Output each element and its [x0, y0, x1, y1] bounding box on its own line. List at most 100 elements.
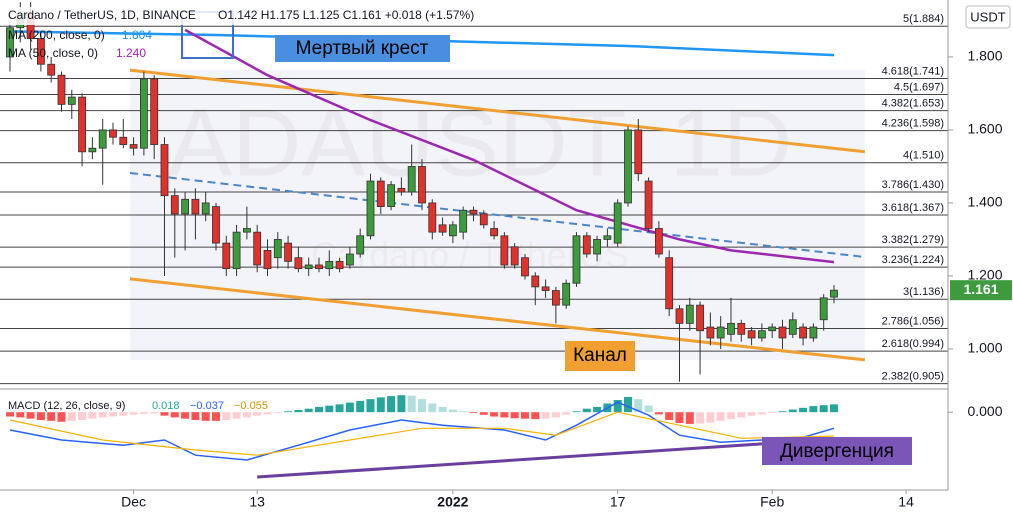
candle-body — [521, 257, 529, 277]
candle-body — [263, 249, 272, 270]
macd-bar — [747, 412, 756, 416]
currency-box[interactable] — [965, 5, 1011, 29]
fib-label: 2.382(0.905) — [882, 371, 944, 383]
ma-legend: MA (200, close, 0) — [8, 28, 105, 42]
annotation: Дивергенция — [780, 441, 894, 462]
macd-bar — [665, 412, 674, 420]
macd-bar — [201, 412, 210, 421]
candle-body — [448, 224, 457, 237]
candle-body — [78, 96, 86, 153]
macd-bar — [47, 412, 56, 421]
macd-bar — [716, 412, 725, 421]
fib-label: 2.786(1.056) — [882, 315, 944, 327]
candle-body — [366, 180, 375, 237]
macd-title: MACD (12, 26, close, 9) — [8, 400, 125, 412]
candle-body — [757, 330, 766, 339]
macd-bar — [685, 412, 694, 424]
macd-bar — [88, 412, 97, 419]
watermark: ADAUSDT, 1D — [168, 89, 792, 196]
candle-body — [809, 326, 818, 339]
macd-bar — [541, 412, 550, 419]
candle-body — [191, 198, 200, 215]
macd-bar — [284, 411, 293, 413]
macd-value: −0.055 — [234, 400, 268, 412]
macd-bar — [294, 410, 303, 413]
header-ohlc: O1.142 H1.175 L1.125 C1.161 +0.018 (+1.5… — [218, 8, 474, 22]
plot: 5(1.884) 4.618(1.741) 4.5(1.697) 4.382(1.65… — [0, 2, 948, 479]
candle-body — [212, 206, 220, 244]
macd-bar — [407, 395, 416, 413]
y-tick-label: 1.600 — [967, 121, 1002, 137]
macd-bar — [459, 411, 468, 413]
y-tick-label: 1.800 — [967, 48, 1002, 64]
macd-bar — [778, 411, 787, 413]
fib-label: 4.5(1.697) — [894, 81, 944, 93]
macd-bar — [211, 412, 220, 421]
macd-bar — [345, 402, 354, 413]
macd-bar — [314, 406, 323, 413]
x-tick-label: 2022 — [437, 494, 468, 510]
candle-body — [551, 290, 560, 306]
macd-bar — [469, 412, 478, 414]
x-tick-label: Dec — [121, 494, 146, 510]
macd-bar — [768, 412, 777, 414]
macd-bar — [788, 409, 797, 413]
candle-body — [325, 260, 334, 270]
candle-body — [541, 286, 550, 291]
macd-bar — [160, 412, 169, 416]
candle-body — [232, 231, 241, 270]
trend-line — [129, 68, 866, 154]
macd-bar — [654, 412, 663, 415]
candle-body — [510, 246, 519, 266]
candle-body — [716, 326, 725, 339]
macd-bar — [36, 412, 45, 420]
macd-bar — [108, 412, 117, 417]
candle-body — [500, 235, 509, 266]
ma-legend: MA (50, close, 0) — [8, 46, 98, 60]
candle-body — [150, 78, 159, 145]
candle-body — [706, 326, 715, 339]
annotation-box — [275, 35, 450, 62]
candle-body — [397, 187, 406, 193]
macd-bar — [706, 412, 715, 423]
fib-label: 4.236(1.598) — [882, 118, 944, 130]
candle-body — [160, 144, 169, 197]
candle-body — [696, 304, 704, 332]
candle-body — [387, 184, 395, 207]
candle-body — [36, 38, 45, 65]
macd-bar — [232, 412, 241, 419]
candle-body — [459, 209, 468, 233]
macd-bar — [16, 412, 25, 418]
candle-body — [119, 136, 128, 145]
annotation: Канал — [573, 345, 627, 366]
header-bg — [4, 7, 504, 25]
fib-label: 5(1.884) — [903, 13, 944, 25]
macd-bar — [129, 412, 138, 415]
candle-body — [428, 202, 437, 233]
ma-legend-value: 1.240 — [116, 46, 146, 60]
macd-value: 0.018 — [152, 400, 180, 412]
macd-bar — [757, 412, 766, 415]
candle-body — [747, 330, 756, 339]
last-price-box — [950, 280, 1012, 301]
candle-body — [531, 275, 540, 288]
candle-body — [304, 264, 313, 270]
x-tick-label: Feb — [760, 494, 784, 510]
macd-bar — [263, 412, 272, 415]
candle-body — [315, 264, 323, 270]
annotation: Мертвый крест — [296, 38, 429, 59]
macd-bar — [593, 406, 602, 413]
signal-line — [9, 411, 835, 456]
candle-body — [345, 253, 354, 266]
macd-y-tick-label: 0.000 — [967, 403, 1002, 419]
candle-body — [284, 242, 292, 262]
macd-bar — [397, 395, 406, 413]
fib-label: 3.786(1.430) — [882, 179, 944, 191]
fib-label: 2.618(0.994) — [882, 338, 944, 350]
candle-body — [98, 129, 107, 149]
fib-label: 4(1.510) — [903, 150, 944, 162]
candle-body — [6, 27, 14, 58]
macd-line — [9, 401, 835, 461]
candle-body — [242, 228, 251, 233]
candle-body — [582, 235, 591, 255]
